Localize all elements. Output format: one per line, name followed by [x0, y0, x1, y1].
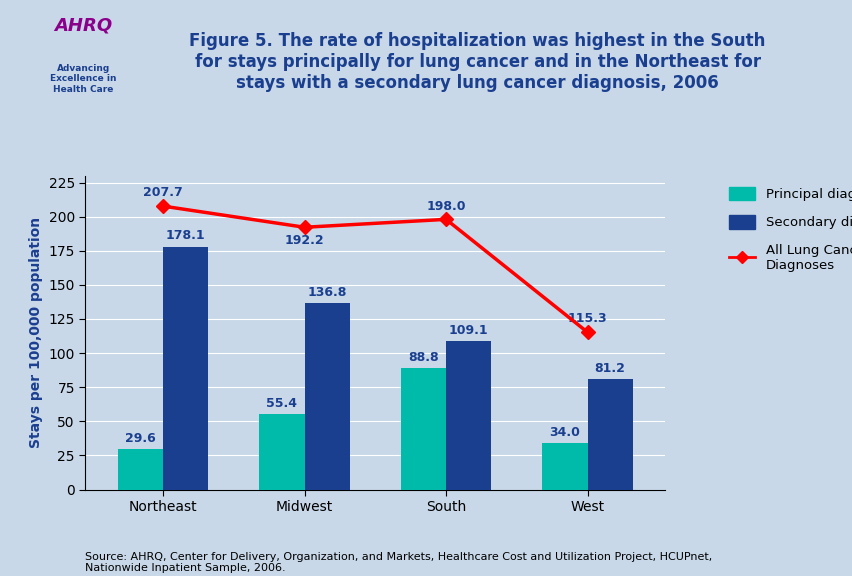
Text: 136.8: 136.8: [308, 286, 347, 299]
Text: 81.2: 81.2: [594, 362, 625, 374]
Bar: [542, 443, 587, 490]
Text: Source: AHRQ, Center for Delivery, Organization, and Markets, Healthcare Cost an: Source: AHRQ, Center for Delivery, Organ…: [85, 552, 711, 573]
Text: Figure 5. The rate of hospitalization was highest in the South
for stays princip: Figure 5. The rate of hospitalization wa…: [189, 32, 765, 92]
Bar: [259, 414, 304, 490]
Text: 178.1: 178.1: [166, 229, 205, 242]
Text: 115.3: 115.3: [567, 312, 607, 325]
Bar: [118, 449, 163, 490]
Text: 34.0: 34.0: [549, 426, 579, 439]
Legend: Principal diagnosis, Secondary diagnosis, All Lung Cancer
Diagnoses: Principal diagnosis, Secondary diagnosis…: [717, 176, 852, 283]
Text: 55.4: 55.4: [266, 397, 297, 410]
Bar: [587, 379, 632, 490]
Text: AHRQ: AHRQ: [54, 17, 112, 35]
Bar: [400, 369, 446, 490]
Bar: [163, 247, 208, 490]
Text: 198.0: 198.0: [426, 199, 465, 213]
Text: 29.6: 29.6: [125, 432, 156, 445]
Text: 192.2: 192.2: [285, 234, 324, 247]
Text: Advancing
Excellence in
Health Care: Advancing Excellence in Health Care: [50, 64, 116, 94]
Bar: [446, 340, 491, 490]
Text: 88.8: 88.8: [407, 351, 438, 364]
Text: 109.1: 109.1: [448, 324, 488, 336]
Bar: [304, 303, 349, 490]
Text: 207.7: 207.7: [143, 186, 183, 199]
Y-axis label: Stays per 100,000 population: Stays per 100,000 population: [29, 217, 43, 448]
